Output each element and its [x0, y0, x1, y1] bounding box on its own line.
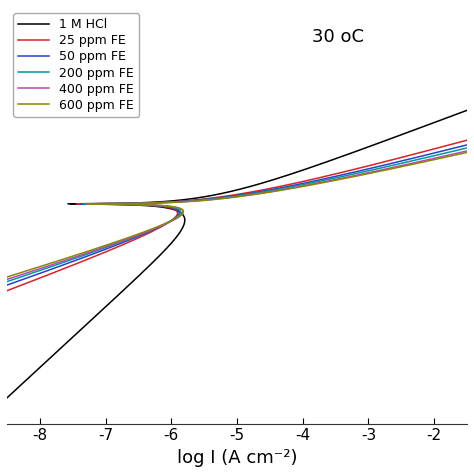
- 50 ppm FE: [241, 191, 247, 197]
- 600 ppm FE: [303, 183, 309, 189]
- 200 ppm FE: [230, 194, 236, 200]
- 25 ppm FE: [335, 171, 340, 176]
- 200 ppm FE: [81, 201, 86, 207]
- 1 M HCl: [419, 125, 424, 130]
- 1 M HCl: [440, 117, 446, 122]
- 50 ppm FE: [425, 152, 431, 157]
- 1 M HCl: [401, 131, 406, 137]
- 1 M HCl: [464, 108, 470, 113]
- 1 M HCl: [378, 139, 384, 145]
- 25 ppm FE: [281, 183, 287, 189]
- 1 M HCl: [319, 161, 324, 166]
- Line: 1 M HCl: 1 M HCl: [68, 110, 467, 204]
- 1 M HCl: [65, 201, 71, 207]
- 25 ppm FE: [403, 154, 409, 159]
- 400 ppm FE: [348, 173, 354, 179]
- 25 ppm FE: [248, 189, 254, 195]
- 50 ppm FE: [78, 201, 83, 207]
- 25 ppm FE: [74, 201, 80, 207]
- 400 ppm FE: [302, 183, 308, 189]
- 200 ppm FE: [464, 145, 469, 151]
- 600 ppm FE: [85, 201, 91, 207]
- 600 ppm FE: [346, 175, 351, 181]
- 25 ppm FE: [464, 137, 469, 143]
- 400 ppm FE: [197, 198, 203, 203]
- 400 ppm FE: [84, 201, 90, 207]
- X-axis label: log I (A cm⁻²): log I (A cm⁻²): [177, 449, 297, 467]
- 200 ppm FE: [366, 168, 372, 173]
- 600 ppm FE: [464, 150, 469, 155]
- 25 ppm FE: [292, 181, 297, 186]
- 50 ppm FE: [438, 149, 443, 155]
- 200 ppm FE: [391, 162, 396, 168]
- 50 ppm FE: [464, 142, 469, 148]
- Line: 25 ppm FE: 25 ppm FE: [77, 140, 466, 204]
- 600 ppm FE: [311, 182, 317, 187]
- 600 ppm FE: [386, 166, 392, 172]
- 400 ppm FE: [464, 148, 469, 154]
- 400 ppm FE: [308, 182, 314, 187]
- Legend: 1 M HCl, 25 ppm FE, 50 ppm FE, 200 ppm FE, 400 ppm FE, 600 ppm FE: 1 M HCl, 25 ppm FE, 50 ppm FE, 200 ppm F…: [13, 13, 139, 117]
- 600 ppm FE: [276, 188, 282, 193]
- 600 ppm FE: [321, 180, 327, 185]
- 200 ppm FE: [345, 173, 350, 178]
- Line: 600 ppm FE: 600 ppm FE: [88, 153, 466, 204]
- 50 ppm FE: [456, 144, 461, 150]
- 25 ppm FE: [122, 201, 128, 206]
- 200 ppm FE: [308, 180, 313, 186]
- Text: 30 oC: 30 oC: [312, 28, 364, 46]
- 400 ppm FE: [429, 156, 435, 162]
- Line: 200 ppm FE: 200 ppm FE: [83, 148, 466, 204]
- 50 ppm FE: [428, 151, 434, 156]
- Line: 400 ppm FE: 400 ppm FE: [87, 151, 466, 204]
- 400 ppm FE: [207, 197, 212, 202]
- 200 ppm FE: [347, 172, 353, 178]
- 1 M HCl: [207, 193, 212, 199]
- 50 ppm FE: [389, 160, 395, 166]
- Line: 50 ppm FE: 50 ppm FE: [81, 145, 466, 204]
